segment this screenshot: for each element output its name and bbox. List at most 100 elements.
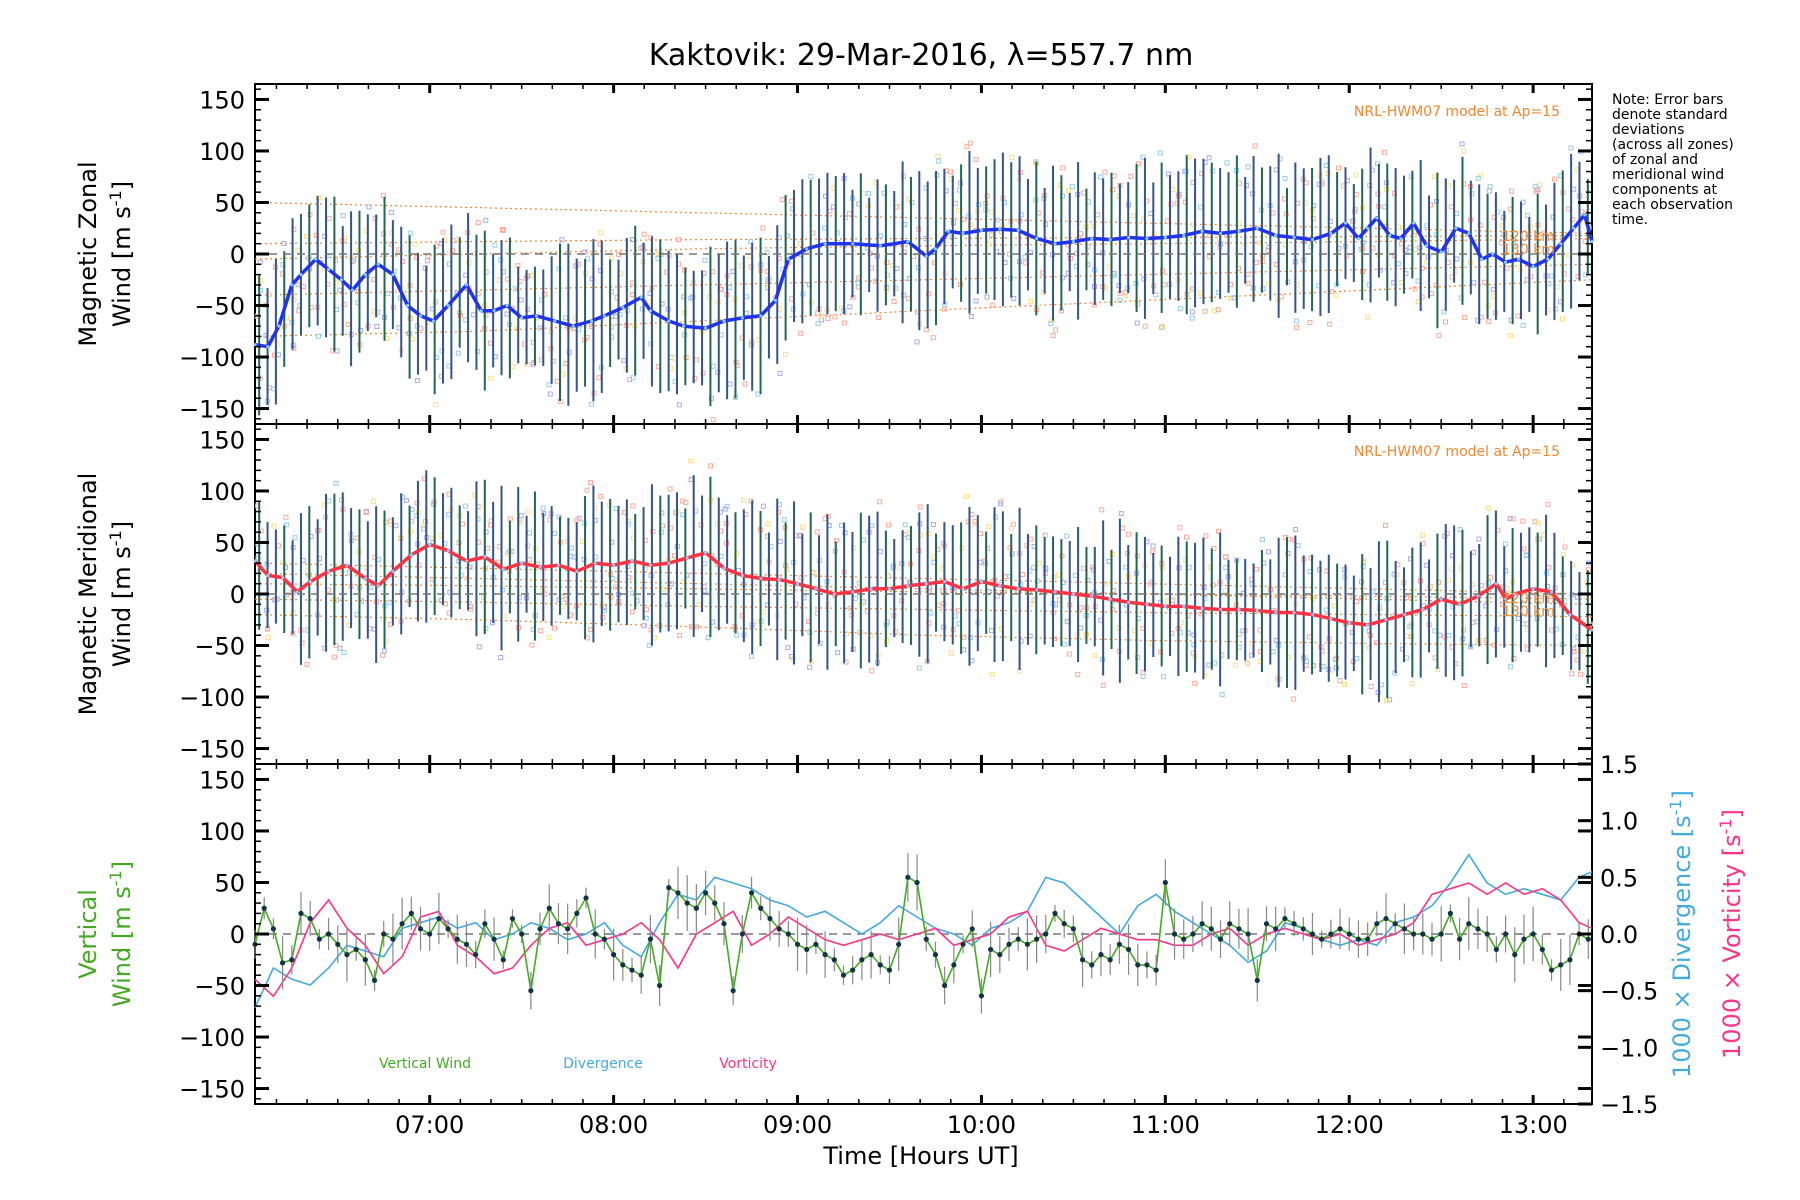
mean-wind-point (1126, 600, 1131, 604)
vertical-wind-point (1273, 926, 1279, 932)
zone-point (1273, 167, 1279, 173)
zone-point (1445, 183, 1451, 189)
zone-point (1552, 176, 1558, 182)
mean-wind-point (1568, 613, 1572, 617)
mean-wind-point (1182, 604, 1186, 608)
mean-wind-point (1274, 233, 1278, 238)
zone-point (1134, 320, 1140, 326)
zone-point (869, 523, 875, 529)
vorticity-y-label-text: 1000 × Vorticity [s-1] (1716, 809, 1746, 1059)
zone-point (1404, 594, 1410, 600)
zone-point (1454, 256, 1460, 262)
zone-point (1177, 525, 1183, 531)
zone-point (1009, 155, 1015, 161)
note-line: of zonal and (1612, 152, 1698, 168)
zone-point (994, 593, 1000, 599)
zone-point (861, 537, 867, 543)
zone-point (760, 225, 766, 231)
mean-wind-point (446, 549, 450, 553)
meridional-error-bars (258, 470, 1589, 703)
mean-wind-point (979, 228, 984, 232)
zone-point (446, 512, 452, 518)
vertical-wind-point (1456, 936, 1463, 942)
zone-point (1432, 174, 1438, 180)
x-tick-label: 07:00 (395, 1111, 464, 1139)
mean-wind-point (1439, 597, 1443, 601)
vertical-wind-point (1512, 952, 1518, 958)
mean-wind-point (1053, 242, 1057, 246)
meridional-y-label-top: Magnetic Meridional (74, 473, 102, 716)
mean-wind-point (722, 319, 726, 323)
vertical-wind-point (638, 972, 644, 978)
vertical-wind-point (1365, 936, 1371, 942)
zone-point (1223, 565, 1229, 571)
mean-wind-point (1329, 231, 1333, 235)
zone-point (1412, 247, 1418, 253)
zone-point (1568, 145, 1574, 151)
zone-point (1420, 532, 1426, 538)
zone-point (363, 510, 369, 516)
zone-point (1075, 671, 1081, 677)
zone-point (1545, 501, 1551, 507)
zone-point (1053, 327, 1059, 333)
mean-wind-point (943, 580, 947, 584)
vertical-wind-point (1429, 936, 1435, 942)
vertical-wind-point (1466, 921, 1472, 927)
vertical-wind-point (1034, 936, 1040, 942)
mean-wind-point (759, 576, 763, 581)
zone-point (455, 350, 461, 356)
meridional-mean-line (253, 542, 1594, 632)
zone-point (935, 153, 941, 159)
legend-vorticity: Vorticity (719, 1056, 777, 1072)
vertical-wind-point (1392, 921, 1398, 927)
zone-point (500, 227, 506, 233)
zone-point (755, 391, 761, 397)
zone-point (688, 458, 694, 464)
zone-point (295, 282, 301, 288)
mean-wind-point (1421, 607, 1425, 612)
zone-point (1282, 176, 1288, 182)
zone-point (948, 169, 954, 175)
vertical-wind-point (574, 910, 580, 916)
zone-point (1383, 697, 1389, 703)
zone-point (579, 538, 585, 544)
zone-point (1170, 187, 1176, 193)
mean-wind-point (593, 561, 597, 565)
vertical-wind-point (1438, 931, 1444, 937)
zone-point (905, 534, 911, 540)
zone-point (1490, 287, 1496, 293)
zone-point (538, 628, 544, 634)
mean-wind-point (1454, 226, 1458, 230)
zone-point (967, 140, 973, 146)
mean-wind-point (266, 345, 270, 349)
mean-wind-point (1071, 592, 1075, 596)
vertical-y-label: Vertical Wind [m s-1] (74, 861, 136, 1007)
zone-point (961, 647, 967, 653)
zone-point (1294, 318, 1300, 324)
zone-point (727, 284, 733, 290)
zone-point (1457, 526, 1463, 532)
vertical-wind-point (1383, 915, 1389, 922)
mean-wind-point (869, 587, 873, 591)
zone-point (1569, 671, 1575, 677)
mean-wind-point (492, 309, 496, 313)
zone-point (1482, 279, 1488, 285)
zone-point (460, 521, 466, 527)
zone-point (676, 402, 682, 408)
zone-point (798, 330, 804, 336)
vertical-wind-point (1567, 957, 1573, 963)
vertical-wind-point (1116, 941, 1122, 947)
zone-point (507, 516, 513, 522)
mean-wind-point (1531, 264, 1535, 268)
zone-point (1135, 161, 1141, 167)
zone-point (1336, 165, 1342, 171)
zone-point (1236, 180, 1242, 186)
y-tick-label: 0 (230, 581, 245, 609)
zone-point (1507, 516, 1513, 522)
zone-point (727, 381, 733, 387)
zone-point (1099, 507, 1105, 513)
vertical-wind-point (693, 905, 699, 911)
zone-point (629, 609, 635, 615)
vertical-wind-point (905, 874, 911, 880)
